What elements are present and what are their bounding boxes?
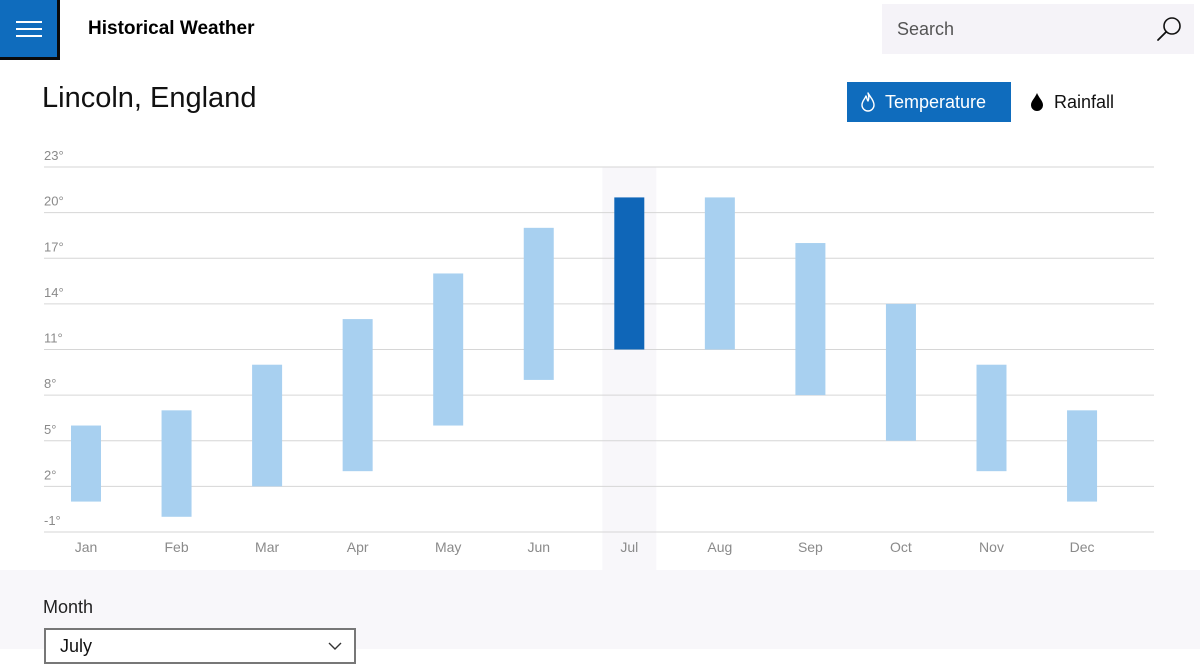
temperature-bar-oct[interactable] (885, 303, 916, 441)
y-tick-label: 17° (44, 239, 64, 254)
temperature-toggle[interactable]: Temperature (847, 82, 1011, 122)
month-select-value: July (60, 636, 93, 656)
temperature-bar-sep[interactable] (795, 243, 826, 396)
temperature-bar-may[interactable] (433, 273, 464, 426)
temperature-bar-feb[interactable] (161, 410, 192, 517)
x-tick-label: Mar (255, 539, 279, 555)
temperature-bar-dec[interactable] (1067, 410, 1098, 502)
rainfall-toggle-label: Rainfall (1054, 91, 1115, 112)
temperature-bar-nov[interactable] (976, 364, 1007, 472)
location-title: Lincoln, England (42, 82, 257, 114)
temperature-bar-jan[interactable] (71, 425, 101, 502)
x-tick-label: Sep (798, 539, 823, 555)
y-tick-label: 20° (44, 194, 64, 209)
x-tick-label: May (435, 539, 461, 555)
search-input[interactable] (882, 4, 1157, 54)
temperature-bar-jun[interactable] (523, 227, 554, 380)
x-tick-label: Oct (890, 539, 912, 555)
temperature-bar-apr[interactable] (342, 319, 373, 472)
search-icon[interactable] (1156, 16, 1182, 42)
x-tick-label: Aug (707, 539, 732, 555)
temperature-bar-mar[interactable] (252, 364, 283, 487)
y-tick-label: 5° (44, 422, 56, 437)
y-tick-label: 14° (44, 285, 64, 300)
temperature-range-chart: 23° 20° 17° 14° 11° 8° 5° 2° -1° Jan Feb Mar Apr May J… (44, 148, 1154, 570)
raindrop-icon (1031, 93, 1043, 111)
rainfall-toggle[interactable]: Rainfall (1030, 82, 1114, 122)
x-tick-label: Jan (75, 539, 98, 555)
temperature-toggle-label: Temperature (885, 91, 987, 112)
month-label: Month (43, 597, 94, 617)
search-box[interactable] (882, 4, 1194, 54)
x-tick-label: Feb (164, 539, 188, 555)
y-tick-label: 2° (44, 467, 56, 482)
y-tick-label: 23° (44, 148, 64, 163)
x-tick-label: Jun (527, 539, 550, 555)
y-tick-label: 11° (44, 331, 63, 346)
app-title: Historical Weather (88, 18, 255, 39)
y-tick-label: -1° (44, 513, 61, 528)
temperature-bar-jul[interactable] (614, 197, 645, 350)
menu-button[interactable] (0, 0, 60, 60)
month-select[interactable]: July (44, 628, 356, 664)
x-tick-label: Apr (347, 539, 369, 555)
flame-icon (861, 92, 875, 112)
x-tick-label: Dec (1070, 539, 1095, 555)
y-tick-label: 8° (44, 376, 56, 391)
x-tick-label: Nov (979, 539, 1004, 555)
temperature-bar-aug[interactable] (704, 197, 735, 350)
hamburger-icon (15, 20, 42, 37)
x-tick-label: Jul (620, 539, 638, 555)
